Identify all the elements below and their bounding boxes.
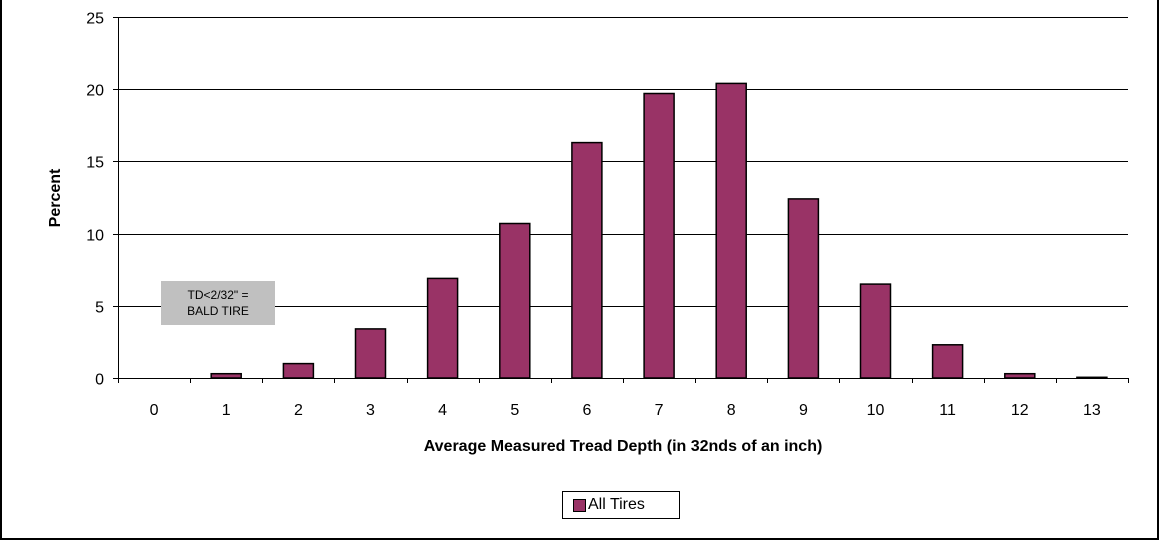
x-tick-label: 3 [366,402,375,419]
x-tick-label: 4 [438,402,447,419]
x-tick-label: 0 [150,402,159,419]
bar-8 [715,82,747,379]
annotation-line-1: TD<2/32" = [187,288,249,302]
legend-swatch [573,498,586,512]
bar-7 [643,92,675,379]
bar-6 [571,141,603,379]
bar-10 [859,283,892,379]
y-tick-label: 5 [95,300,104,317]
legend-label: All Tires [588,496,645,513]
x-tick-label: 13 [1083,402,1101,419]
x-tick-label: 9 [799,402,808,419]
annotation-line-2: BALD TIRE [187,304,249,318]
bar-1 [210,372,242,379]
x-tick-label: 6 [582,402,591,419]
y-tick-label: 0 [95,372,104,389]
bar-4 [426,277,459,379]
x-tick-label: 8 [727,402,736,419]
x-tick-label: 10 [867,402,885,419]
y-tick-labels: 0 5 10 15 20 25 [86,11,104,389]
bar-2 [282,362,315,379]
gridlines [118,17,1128,307]
x-axis-title: Average Measured Tread Depth (in 32nds o… [424,438,823,455]
bar-3 [354,328,387,379]
x-tick-label: 12 [1011,402,1029,419]
y-tick-label: 25 [86,11,104,28]
bar-5 [499,222,531,379]
x-tick-labels: 0 1 2 3 4 5 6 7 8 9 10 11 12 13 [150,402,1101,419]
bars [210,82,1108,379]
axes [113,17,1129,383]
bar-12 [1004,372,1036,379]
y-tick-label: 15 [86,155,104,172]
bar-13 [1076,376,1108,379]
bar-9 [787,198,820,379]
x-tick-label: 2 [294,402,303,419]
bald-tire-annotation: TD<2/32" = BALD TIRE [161,281,275,325]
legend: All Tires [562,491,680,519]
x-tick-label: 11 [939,402,956,419]
y-axis-title: Percent [47,168,64,227]
x-tick-label: 5 [510,402,519,419]
y-tick-label: 20 [86,83,104,100]
x-tick-label: 1 [222,402,231,419]
x-tick-label: 7 [655,402,664,419]
y-tick-label: 10 [86,228,104,245]
bar-11 [931,344,964,379]
